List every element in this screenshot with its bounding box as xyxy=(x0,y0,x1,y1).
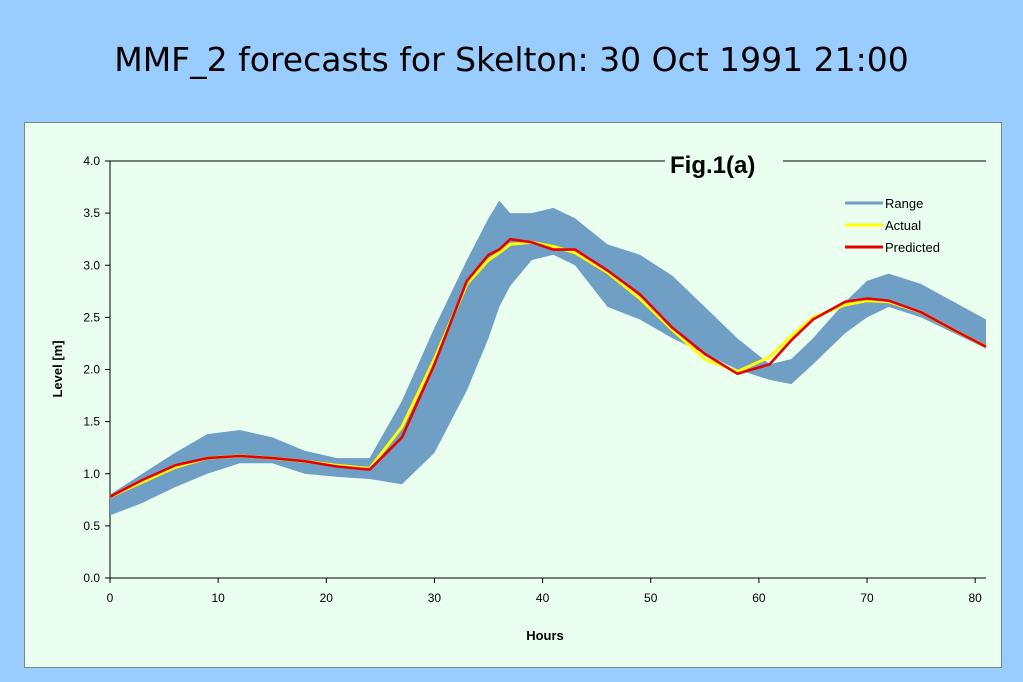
plot-area xyxy=(109,200,987,516)
y-tick-label: 3.5 xyxy=(83,206,100,220)
x-tick-label: 60 xyxy=(752,591,766,605)
y-tick-label: 1.0 xyxy=(83,467,100,481)
predicted-line xyxy=(109,237,987,498)
chart: 0.0 0.5 1.0 1.5 2.0 2.5 3.0 3.5 4.0 0 10 20 30 40 50 60… xyxy=(50,152,987,643)
x-tick-label: 70 xyxy=(860,591,874,605)
y-tick-label: 3.0 xyxy=(83,258,100,272)
y-tick-label: 2.5 xyxy=(83,310,100,324)
x-tick-label: 50 xyxy=(644,591,658,605)
y-tick-label: 2.0 xyxy=(83,363,100,377)
legend-label-predicted: Predicted xyxy=(885,240,940,255)
chart-panel: 0.0 0.5 1.0 1.5 2.0 2.5 3.0 3.5 4.0 0 10 20 30 40 50 60… xyxy=(24,122,1002,668)
legend: Range Actual Predicted xyxy=(845,196,940,255)
y-tick-label: 1.5 xyxy=(83,415,100,429)
y-tick-label: 4.0 xyxy=(83,154,100,168)
x-tick-label: 10 xyxy=(211,591,225,605)
legend-label-range: Range xyxy=(885,196,923,211)
x-axis-label: Hours xyxy=(526,628,564,643)
y-axis-label: Level [m] xyxy=(50,340,65,397)
y-tick-label: 0.5 xyxy=(83,519,100,533)
x-tick-label: 80 xyxy=(969,591,983,605)
tick-labels: 0.0 0.5 1.0 1.5 2.0 2.5 3.0 3.5 4.0 0 10 20 30 40 50 60… xyxy=(83,154,982,605)
legend-label-actual: Actual xyxy=(885,218,921,233)
slide-title: MMF_2 forecasts for Skelton: 30 Oct 1991… xyxy=(114,40,909,79)
range-band xyxy=(110,200,986,516)
figure-annotation: Fig.1(a) xyxy=(670,152,755,179)
x-tick-label: 20 xyxy=(320,591,334,605)
x-tick-label: 0 xyxy=(107,591,114,605)
y-tick-label: 0.0 xyxy=(83,571,100,585)
x-tick-label: 40 xyxy=(536,591,550,605)
x-tick-label: 30 xyxy=(428,591,442,605)
